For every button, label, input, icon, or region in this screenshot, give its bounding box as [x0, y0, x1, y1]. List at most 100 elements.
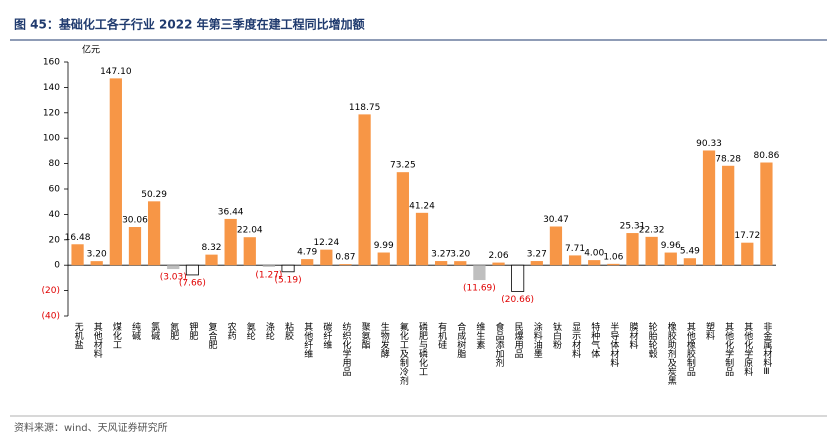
value-label: 73.25 [390, 161, 416, 171]
bar [454, 261, 467, 266]
value-label: 0.87 [335, 253, 355, 263]
x-tick-label: 其他材料 [92, 322, 103, 359]
y-tick-label: 160 [43, 58, 60, 68]
x-tick-label: 钛白粉 [551, 321, 562, 350]
x-tick-label: 显示材料 [570, 322, 581, 359]
bar [301, 259, 314, 266]
x-tick-label: 涤纶 [264, 321, 275, 340]
value-label: 3.27 [431, 250, 451, 260]
y-tick-label: 40 [49, 210, 61, 220]
x-tick-label: 磷肥与磷化工 [417, 321, 428, 376]
x-tick-label: 粘胶 [283, 321, 294, 341]
bar [224, 218, 237, 266]
value-label: 50.29 [141, 190, 167, 200]
y-unit: 亿元 [82, 44, 100, 56]
x-tick-label: 其他化学原料 [742, 322, 753, 377]
x-tick-label: 氨纶 [245, 321, 256, 340]
value-label: 1.06 [603, 252, 623, 262]
value-label: 41.24 [409, 201, 435, 211]
bar [664, 252, 677, 266]
value-label: 9.99 [374, 241, 394, 251]
bar [205, 254, 218, 266]
bar [760, 162, 773, 266]
value-label: 17.72 [734, 231, 760, 241]
x-tick-label: 纺织化学用品 [340, 321, 351, 377]
x-tick-label: 膜材料 [627, 322, 638, 350]
value-label: 3.27 [527, 250, 547, 260]
x-tick-label: 无机盐 [73, 322, 84, 349]
value-label: 22.04 [237, 226, 263, 236]
x-tick-label: 非金属材料Ⅲ [761, 321, 772, 377]
value-label: 16.48 [65, 233, 91, 243]
y-tick-label: (40) [42, 312, 60, 322]
value-label: (7.66) [179, 278, 206, 288]
y-tick-label: 140 [43, 83, 60, 93]
x-tick-label: 煤化工 [111, 321, 122, 349]
bar [167, 265, 180, 270]
y-tick-label: 0 [54, 261, 60, 271]
x-tick-label: 食品添加剂 [494, 321, 505, 368]
x-tick-label: 民爆用品 [513, 322, 524, 359]
y-tick-label: (20) [42, 286, 60, 296]
bar [71, 244, 84, 266]
bar [243, 237, 256, 266]
value-label: 90.33 [696, 139, 722, 149]
x-tick-label: 氮肥 [168, 321, 179, 341]
y-tick-label: 60 [49, 185, 61, 195]
bar [473, 265, 486, 281]
value-label: 80.86 [754, 151, 780, 161]
bar [549, 226, 563, 266]
value-label: 118.75 [349, 103, 381, 113]
value-label: 147.10 [100, 67, 132, 77]
value-label: (11.69) [463, 284, 496, 294]
x-tick-label: 钾肥 [187, 321, 198, 341]
x-tick-label: 有机硅 [436, 321, 447, 349]
bar [626, 233, 639, 266]
bar [147, 201, 161, 266]
value-label: 78.28 [715, 154, 741, 164]
bar [683, 258, 697, 266]
x-tick-label: 半导体材料 [608, 321, 619, 368]
value-label: 7.71 [565, 244, 585, 254]
value-label: 36.44 [218, 207, 244, 217]
value-label: 3.20 [450, 250, 470, 260]
bar [262, 265, 276, 267]
bar [530, 261, 543, 266]
x-tick-label: 聚氨酯 [360, 322, 371, 350]
bar [702, 150, 716, 266]
x-tick-label: 其他橡胶制品 [685, 322, 696, 377]
x-tick-label: 农药 [226, 321, 237, 341]
bar [645, 236, 658, 266]
bar [568, 255, 582, 266]
bar [128, 227, 142, 266]
value-label: 3.20 [87, 250, 107, 260]
y-tick-label: 80 [49, 159, 61, 169]
x-tick-label: 塑料 [704, 322, 715, 341]
value-label: 2.06 [489, 251, 509, 261]
bar [511, 264, 525, 292]
x-tick-label: 纯碱 [130, 321, 141, 341]
bar [109, 78, 122, 266]
y-tick-label: 120 [43, 108, 60, 118]
value-label: 12.24 [313, 238, 339, 248]
value-label: (1.27) [255, 270, 282, 280]
x-tick-label: 碳纤维 [321, 321, 332, 350]
bar [607, 263, 620, 266]
x-tick-label: 其他纤维 [302, 322, 313, 359]
value-label: 8.32 [201, 243, 221, 253]
value-label: (5.19) [275, 275, 302, 285]
x-tick-label: 复合肥 [207, 321, 218, 350]
value-label: 5.49 [680, 247, 700, 257]
value-label: 22.32 [639, 225, 665, 235]
bar [492, 262, 505, 266]
x-tick-label: 橡胶助剂及炭黑 [666, 321, 677, 386]
x-tick-label: 合成树脂 [455, 321, 466, 359]
value-label: (20.66) [501, 295, 534, 305]
value-label: 30.06 [122, 216, 148, 226]
chart-title: 图 45：基础化工各子行业 2022 年第三季度在建工程同比增加额 [14, 17, 365, 32]
bar [741, 242, 754, 266]
bar [185, 264, 199, 276]
source: 资料来源：wind、天风证券研究所 [14, 421, 168, 434]
bar [435, 261, 448, 266]
